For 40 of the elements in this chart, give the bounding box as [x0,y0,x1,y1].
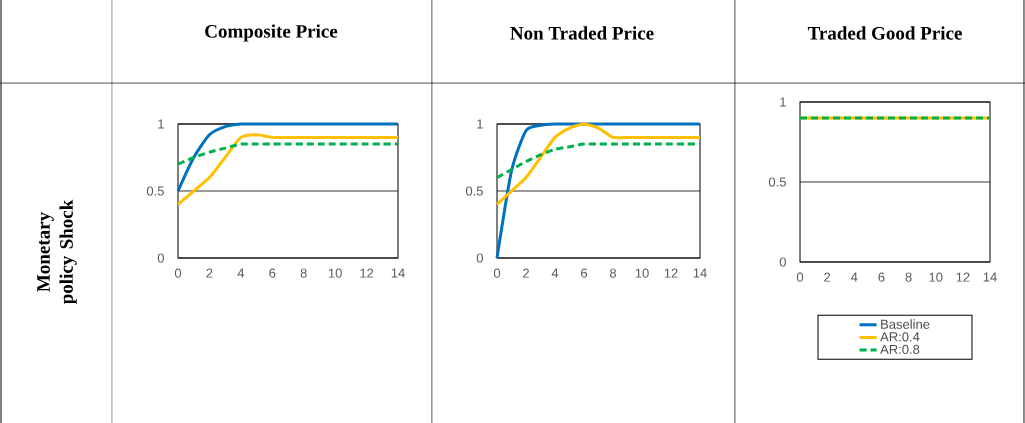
y-tick-label: 0 [157,253,164,263]
x-tick-label: 2 [523,268,529,278]
chart-title: Non Traded Price [510,26,654,40]
x-tick-label: 12 [360,268,374,278]
y-tick-label: 0.5 [146,186,164,196]
x-tick-label: 4 [551,268,559,278]
x-tick-label: 6 [269,268,276,278]
y-tick-label: 0 [476,253,483,263]
x-tick-label: 2 [824,272,831,282]
x-tick-label: 12 [664,268,678,278]
x-tick-label: 14 [391,268,405,278]
x-tick-label: 0 [493,268,501,278]
legend-label: AR:0.4 [880,332,920,342]
legend-label: Baseline [881,319,930,329]
legend-label: AR:0.8 [880,344,920,354]
y-tick-label: 0.5 [768,177,786,187]
y-tick-label: 0.5 [465,186,483,196]
y-tick-label: 1 [477,119,483,129]
chart-title: Traded Good Price [807,26,962,40]
x-tick-label: 8 [905,272,912,282]
x-tick-label: 6 [878,272,885,282]
x-tick-label: 14 [693,268,707,278]
x-tick-label: 2 [206,268,213,278]
x-tick-label: 8 [300,268,307,278]
x-tick-label: 4 [237,268,245,278]
x-tick-label: 14 [983,272,997,282]
chart-title: Composite Price [205,24,338,42]
y-tick-label: 0 [779,257,786,267]
x-tick-label: 10 [929,272,943,282]
x-tick-label: 12 [956,272,970,282]
x-tick-label: 10 [635,268,649,278]
x-tick-label: 0 [174,268,182,278]
x-tick-label: 0 [796,272,804,282]
x-tick-label: 4 [850,272,858,282]
y-tick-label: 1 [780,97,786,107]
text: Monetary policy Shock [37,199,77,305]
x-tick-label: 8 [609,268,617,278]
x-tick-label: 6 [581,268,588,278]
x-tick-label: 10 [328,268,342,278]
y-tick-label: 1 [158,119,164,129]
